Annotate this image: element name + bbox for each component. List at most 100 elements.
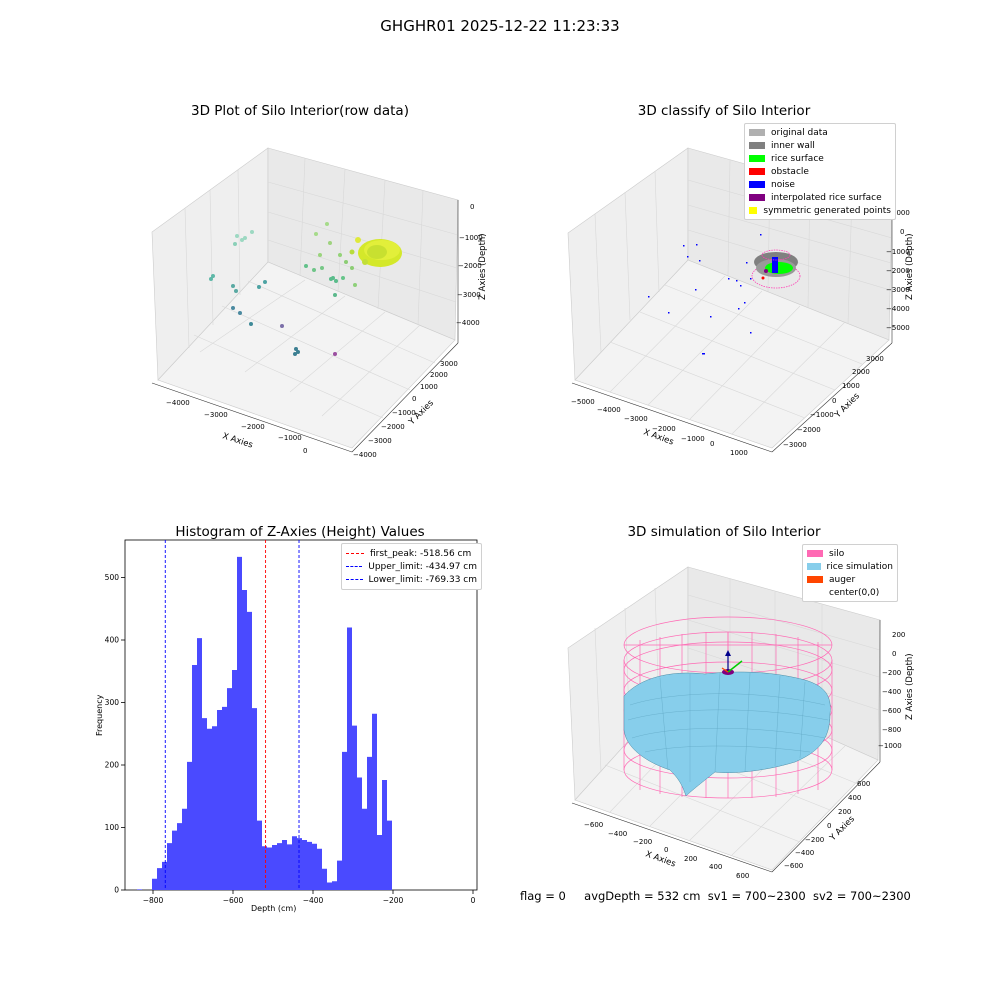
- plot4-ytick: 400: [848, 794, 861, 802]
- legend-swatch: [346, 553, 364, 554]
- legend-entry: noise: [749, 178, 891, 191]
- plot1-ytick: −1000: [392, 409, 416, 417]
- hist-bar: [187, 761, 192, 890]
- plot1-ytick: 0: [412, 395, 416, 403]
- plot2-ztick: −1000: [886, 248, 910, 256]
- legend-label: symmetric generated points: [763, 205, 891, 216]
- plot1-xtick: −3000: [204, 411, 228, 419]
- legend-label: Upper_limit: -434.97 cm: [368, 561, 477, 572]
- hist-bar: [207, 728, 212, 890]
- hist-ytick-label: 500: [105, 573, 120, 582]
- plot4-ytick: 600: [857, 780, 870, 788]
- hist-bar: [352, 725, 357, 890]
- plot4-ytick: −400: [795, 849, 814, 857]
- plot1-3d-axes: −4000 −3000 −2000 −1000 0 −4000 −3000 −2…: [151, 147, 488, 459]
- hist-bar: [272, 845, 277, 890]
- plot2-ytick: −2000: [797, 426, 821, 434]
- plot2-xtick: 1000: [730, 449, 748, 457]
- legend-label: auger: [829, 574, 856, 585]
- plot2-ztick: 1000: [892, 209, 910, 217]
- plot4-ztick: 0: [892, 650, 896, 658]
- plot2-xtick: 0: [710, 440, 714, 448]
- legend-label: inner wall: [771, 140, 815, 151]
- legend-swatch: [807, 563, 821, 570]
- hist-ylabel: Frequency: [95, 694, 104, 736]
- plot1-zlabel: Z Axies (Depth): [478, 233, 488, 300]
- legend-label: silo: [829, 548, 845, 559]
- hist-title: Histogram of Z-Axies (Height) Values: [175, 524, 425, 540]
- legend-entry: rice surface: [749, 152, 891, 165]
- plot1-ytick: −3000: [368, 437, 392, 445]
- plot4-ytick: 200: [838, 808, 851, 816]
- plot1-ztick: −1000: [459, 234, 483, 242]
- hist-ytick-label: 0: [114, 886, 119, 895]
- plot4-xtick: 600: [736, 872, 749, 880]
- plot2-legend: original data inner wall rice surface ob…: [744, 123, 896, 220]
- hist-bar: [292, 836, 297, 890]
- plot2-ztick: −5000: [886, 324, 910, 332]
- plot2-title: 3D classify of Silo Interior: [637, 103, 811, 119]
- hist-bar: [257, 820, 262, 890]
- hist-ytick-label: 200: [105, 761, 120, 770]
- plot2-ytick: 0: [832, 397, 836, 405]
- legend-entry: silo: [807, 547, 893, 560]
- legend-label: original data: [771, 127, 828, 138]
- histogram-chart: −800 −600 −400 −200 0 0 100 200 300 400 500 Depth…: [95, 539, 478, 913]
- hist-xtick-label: 0: [471, 896, 476, 905]
- legend-entry: first_peak: -518.56 cm: [346, 547, 477, 560]
- plot4-xtick: 200: [684, 855, 697, 863]
- hist-bar: [377, 835, 382, 890]
- plot2-ytick: 3000: [866, 355, 884, 363]
- hist-bar: [167, 843, 172, 890]
- hist-bar: [287, 844, 292, 890]
- plot4-ztick: 200: [892, 631, 905, 639]
- hist-bar: [267, 847, 272, 890]
- hist-bar: [242, 590, 247, 890]
- legend-entry: auger: [807, 573, 893, 586]
- legend-entry: symmetric generated points: [749, 204, 891, 217]
- hist-bar: [342, 751, 347, 890]
- legend-swatch: [749, 181, 765, 188]
- hist-bar: [347, 627, 352, 890]
- hist-xtick-label: −800: [143, 896, 164, 905]
- flag-text: flag = 0: [520, 889, 566, 903]
- plot4-title: 3D simulation of Silo Interior: [627, 524, 821, 540]
- plot2-xtick: −2000: [652, 425, 676, 433]
- plot4-xtick: 400: [709, 863, 722, 871]
- legend-entry: center(0,0): [807, 586, 893, 599]
- hist-xlabel: Depth (cm): [251, 904, 296, 913]
- plot4-ztick: −200: [882, 669, 901, 677]
- legend-label: obstacle: [771, 166, 809, 177]
- legend-entry: rice simulation: [807, 560, 893, 573]
- plot4-xtick: −400: [608, 830, 627, 838]
- hist-bar: [172, 830, 177, 890]
- hist-bar: [372, 713, 377, 890]
- hist-bar: [162, 861, 167, 890]
- hist-bar: [197, 638, 202, 890]
- legend-label: Lower_limit: -769.33 cm: [368, 574, 477, 585]
- hist-bar: [322, 868, 327, 890]
- hist-bar: [157, 868, 162, 890]
- plot4-zlabel: Z Axies (Depth): [905, 653, 915, 720]
- hist-bar: [182, 808, 187, 890]
- plot2-xtick: −5000: [571, 398, 595, 406]
- legend-swatch: [749, 194, 765, 201]
- plot2-ytick: 1000: [842, 382, 860, 390]
- legend-swatch: [749, 142, 765, 149]
- legend-label: rice simulation: [826, 561, 893, 572]
- hist-bar: [177, 823, 182, 890]
- hist-bar: [137, 889, 142, 890]
- hist-bar: [302, 840, 307, 890]
- legend-label: noise: [771, 179, 795, 190]
- plot2-ztick: 0: [900, 228, 904, 236]
- hist-bar: [247, 611, 252, 890]
- hist-bar: [222, 706, 227, 890]
- hist-bar: [202, 718, 207, 890]
- plot4-3d-axes: −600 −400 −200 0 200 400 600 −600 −400 −…: [567, 566, 915, 880]
- plot1-points: [209, 222, 357, 356]
- plot1-ytick: 3000: [440, 360, 458, 368]
- hist-bar: [382, 780, 387, 890]
- hist-bar: [277, 843, 282, 890]
- plot1-ztick: −3000: [457, 291, 481, 299]
- plot2-noise-points: [648, 234, 762, 355]
